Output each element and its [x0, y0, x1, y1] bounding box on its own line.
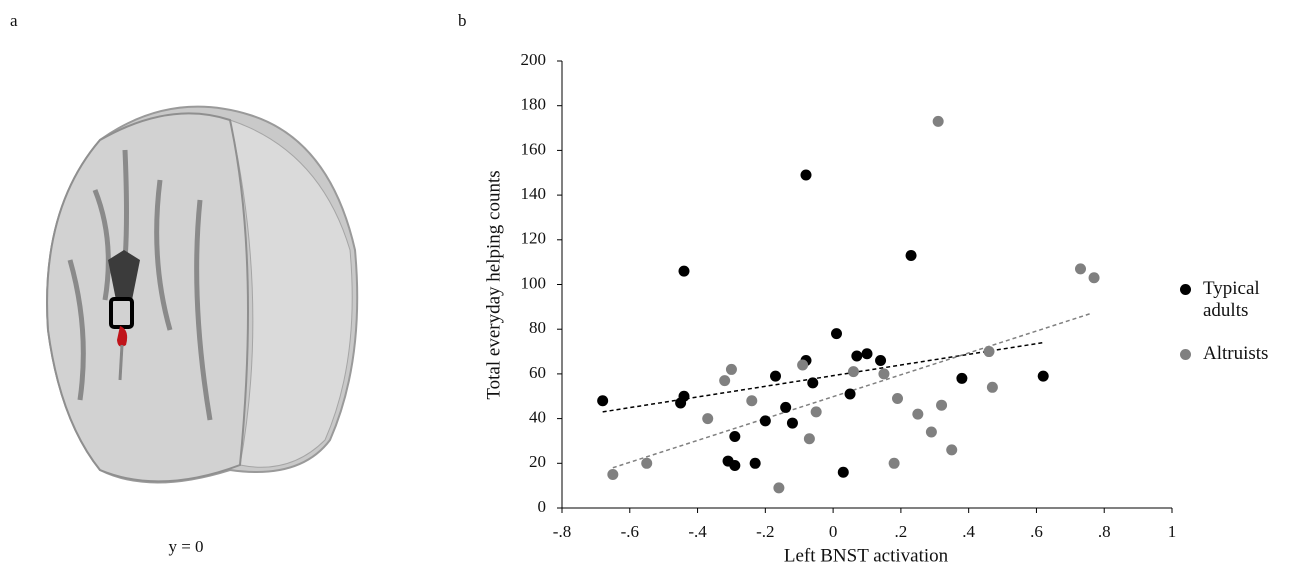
point — [800, 169, 812, 181]
y-axis-title: Total everyday helping counts — [483, 170, 504, 399]
y-tick-label: 180 — [521, 95, 547, 114]
point — [597, 395, 609, 407]
legend-marker — [1180, 349, 1191, 360]
point — [844, 388, 856, 400]
point — [773, 482, 785, 494]
point — [702, 413, 714, 425]
point — [807, 377, 819, 389]
point — [905, 249, 917, 261]
point — [956, 372, 968, 384]
y-tick-label: 200 — [521, 50, 547, 69]
y-tick-label: 20 — [529, 452, 546, 471]
point — [749, 457, 761, 469]
x-tick-label: -.8 — [553, 522, 571, 541]
point — [875, 354, 887, 366]
point — [837, 466, 849, 478]
point — [810, 406, 822, 418]
point — [729, 430, 741, 442]
point — [831, 328, 842, 340]
point — [946, 444, 958, 456]
point — [932, 115, 944, 127]
panel-label: b — [458, 11, 467, 30]
point — [983, 346, 995, 358]
y-tick-label: 40 — [529, 408, 546, 427]
point — [1037, 370, 1049, 382]
point — [892, 392, 903, 404]
point — [912, 408, 924, 420]
point — [746, 395, 758, 407]
trend-line — [602, 341, 1044, 413]
point — [675, 397, 687, 409]
y-tick-label: 0 — [538, 497, 547, 516]
x-tick-label: .2 — [895, 522, 908, 541]
point — [936, 399, 948, 411]
brain-image — [46, 105, 359, 484]
point — [847, 366, 859, 378]
point — [678, 265, 690, 277]
legend-marker — [1180, 284, 1191, 295]
x-tick-label: -.4 — [688, 522, 707, 541]
x-tick-label: -.2 — [756, 522, 774, 541]
point — [719, 375, 731, 387]
point — [729, 460, 741, 472]
x-tick-label: .6 — [1030, 522, 1043, 541]
y-tick-label: 120 — [521, 229, 547, 248]
point — [888, 457, 900, 469]
x-tick-label: 0 — [829, 522, 838, 541]
x-tick-label: .8 — [1098, 522, 1111, 541]
y-tick-label: 100 — [521, 273, 547, 292]
y-tick-label: 60 — [529, 363, 546, 382]
y-tick-label: 80 — [529, 318, 546, 337]
point — [759, 415, 771, 427]
y-tick-label: 160 — [521, 139, 547, 158]
legend-label: Typical adults — [1203, 278, 1260, 321]
x-tick-label: -.6 — [621, 522, 639, 541]
point — [1075, 263, 1086, 275]
point — [780, 401, 792, 413]
point — [986, 381, 998, 393]
legend-label: Altruists — [1203, 343, 1269, 364]
image-caption: y = 0 — [168, 537, 203, 556]
point — [786, 417, 798, 429]
x-axis-title: Left BNST activation — [784, 545, 949, 566]
x-tick-label: .4 — [962, 522, 975, 541]
y-tick-label: 140 — [521, 184, 547, 203]
x-tick-label: 1 — [1168, 522, 1177, 541]
point — [725, 363, 737, 375]
point — [607, 468, 619, 480]
point — [797, 359, 809, 371]
point — [851, 350, 863, 362]
point — [770, 370, 781, 382]
point — [925, 426, 937, 438]
point — [641, 457, 653, 469]
point — [803, 433, 815, 445]
point — [1088, 272, 1100, 284]
panel-label: a — [10, 11, 18, 30]
point — [878, 368, 890, 380]
point — [861, 348, 873, 360]
